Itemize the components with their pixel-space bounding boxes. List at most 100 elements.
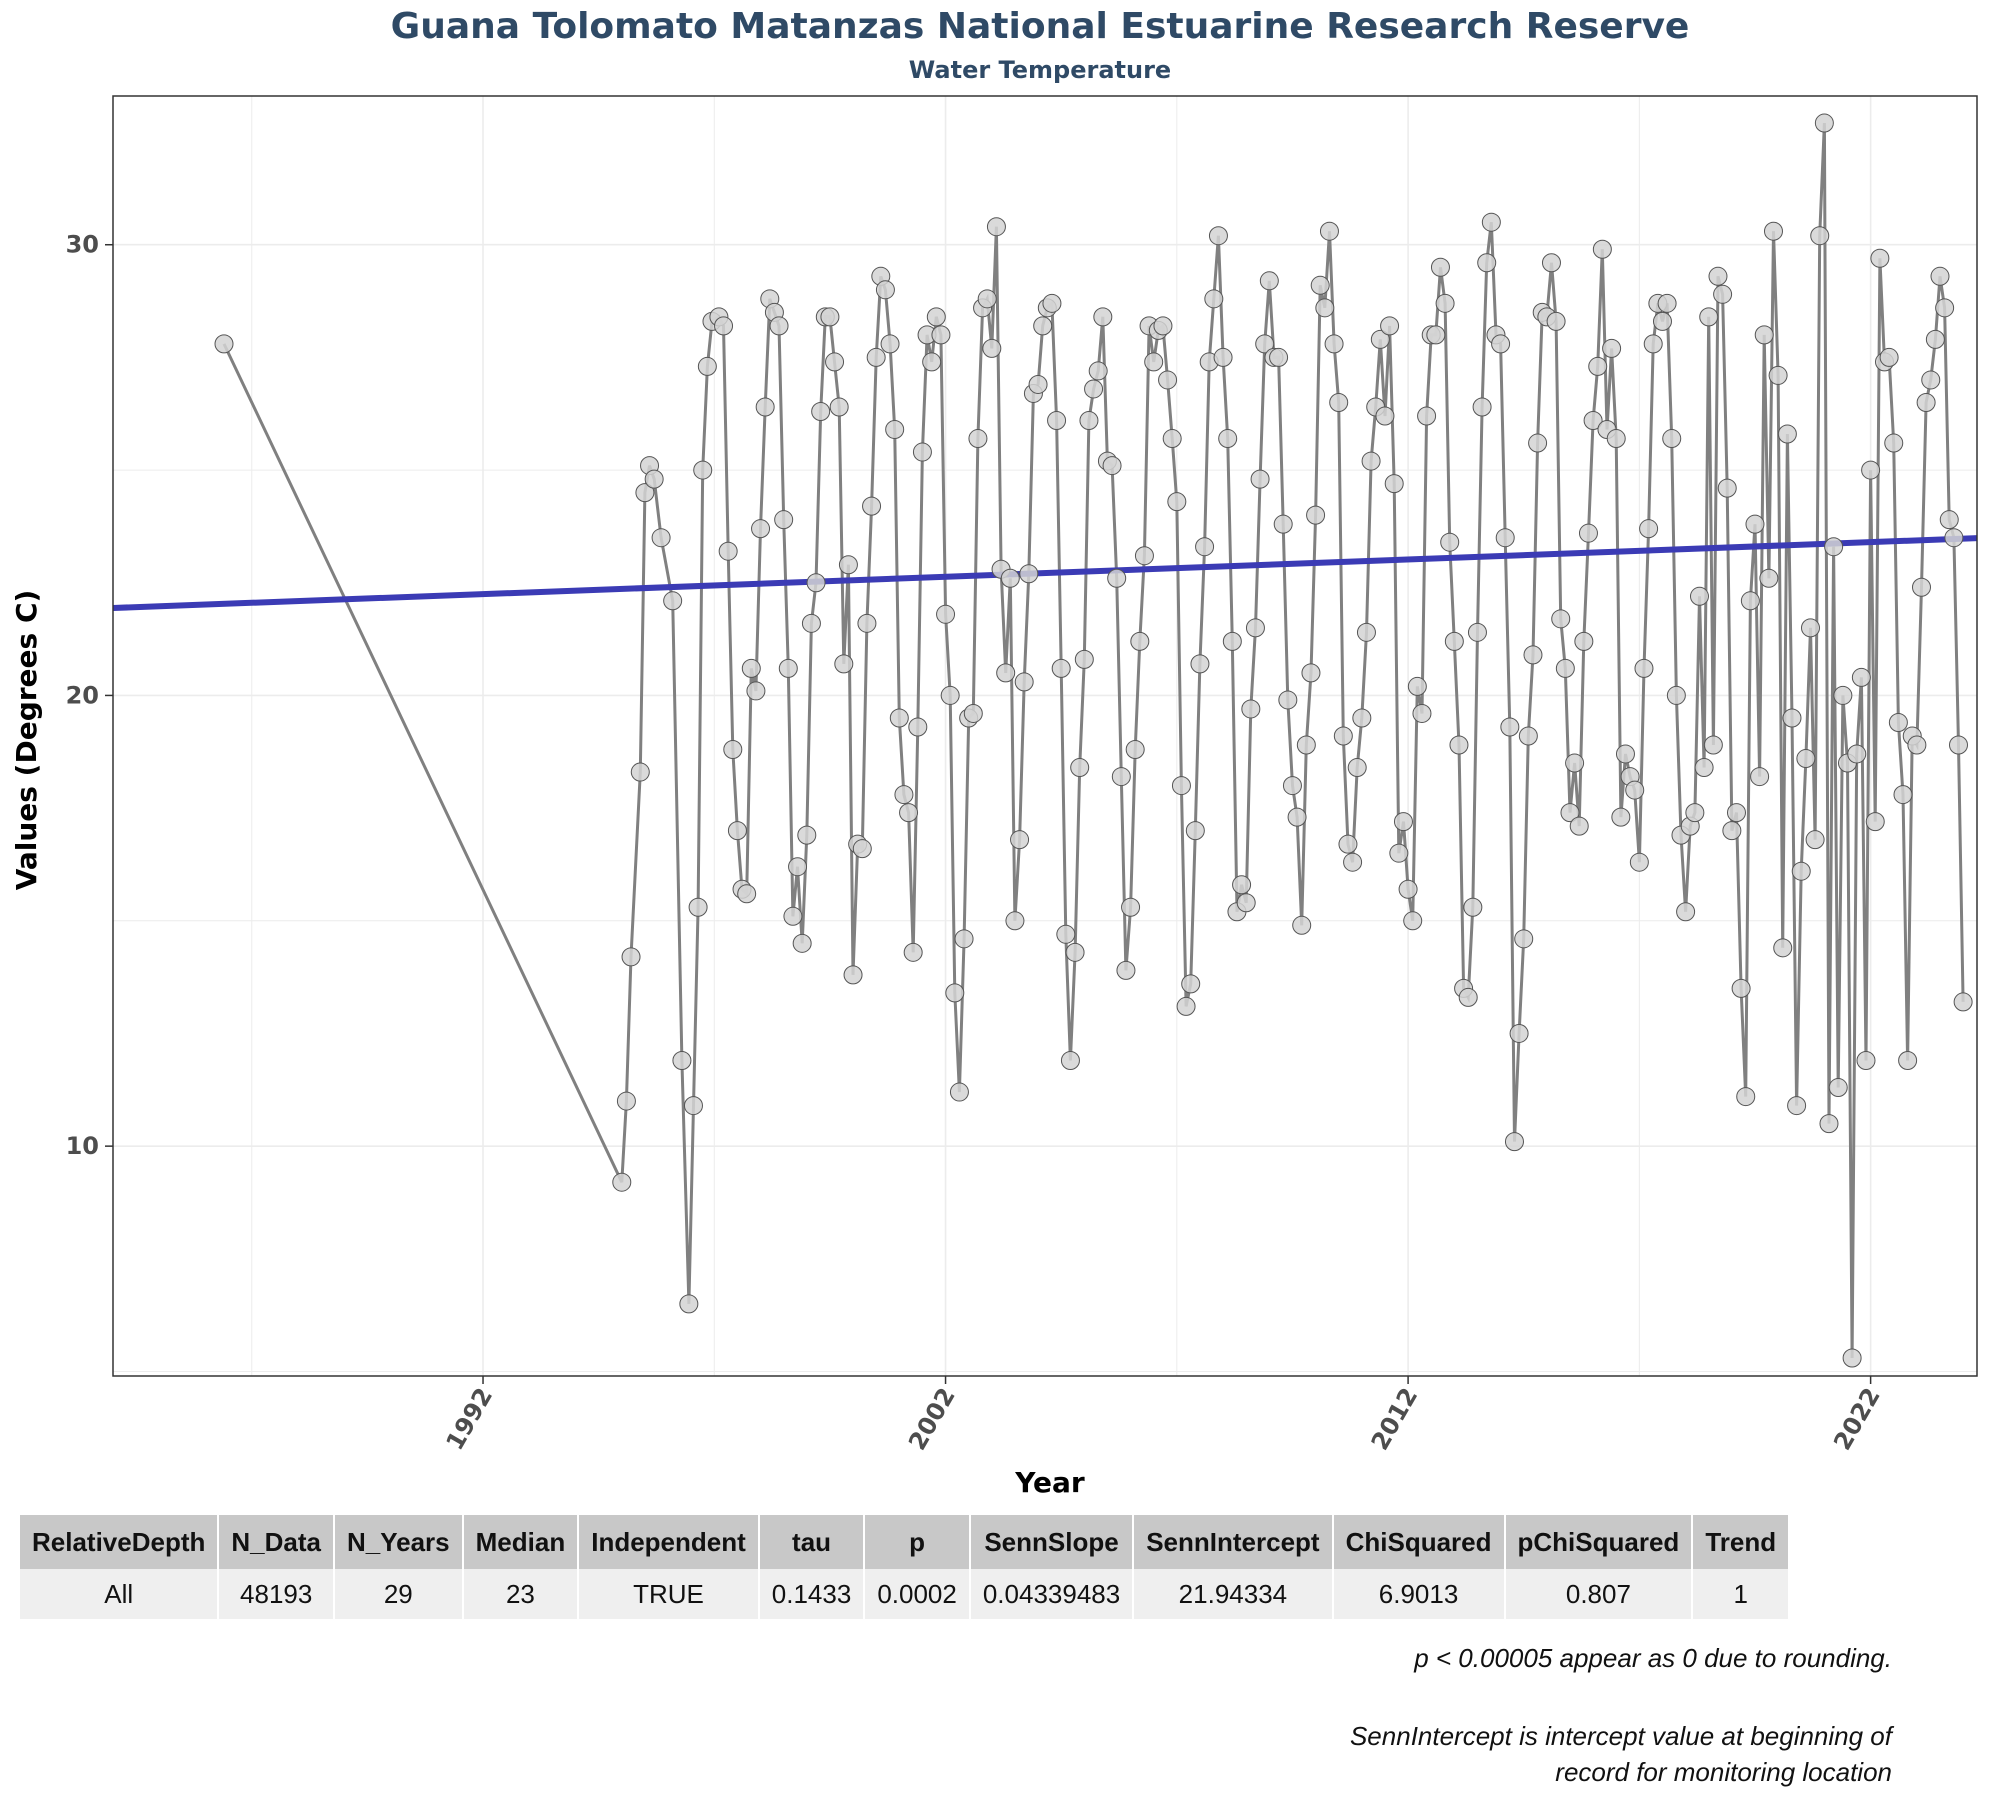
table-header-cell: N_Data — [219, 1515, 333, 1569]
data-point — [672, 1051, 692, 1071]
data-point — [1699, 307, 1719, 327]
data-point — [1736, 1087, 1756, 1107]
data-point — [1694, 758, 1714, 778]
data-point — [1458, 987, 1478, 1007]
table-cell: 0.807 — [1505, 1569, 1692, 1619]
table-cell: TRUE — [579, 1569, 758, 1619]
data-point — [908, 717, 928, 737]
data-point — [1060, 1051, 1080, 1071]
data-point — [1782, 708, 1802, 728]
trend-line-group — [112, 535, 1978, 611]
data-point — [1569, 816, 1589, 836]
data-point — [1666, 685, 1686, 705]
data-point — [1426, 325, 1446, 345]
data-point — [1518, 726, 1538, 746]
line-chart: 10 20 30 1992 2002 2012 2022 Year Values (Deg… — [10, 95, 1978, 1499]
data-point — [1602, 338, 1622, 358]
data-point — [963, 703, 983, 723]
data-points — [214, 113, 1973, 1368]
table-cell: 23 — [463, 1569, 578, 1619]
data-point — [783, 906, 803, 926]
x-tick-label: 2012 — [1366, 1383, 1424, 1455]
data-point — [1791, 861, 1811, 881]
data-point — [1800, 618, 1820, 638]
y-axis-title: Values (Degrees C) — [10, 590, 43, 891]
data-point — [1005, 911, 1025, 931]
x-tick-label: 1992 — [441, 1383, 499, 1455]
table-cell: 21.94334 — [1134, 1569, 1332, 1619]
data-point — [1107, 568, 1127, 588]
data-point — [1287, 807, 1307, 827]
data-point — [1916, 392, 1936, 412]
table-cell: 0.1433 — [759, 1569, 864, 1619]
data-point — [1708, 266, 1728, 286]
data-point — [1042, 293, 1062, 313]
table-body: All 48193 29 23 TRUE 0.1433 0.0002 0.04339483 21… — [20, 1569, 1789, 1619]
data-point — [1888, 712, 1908, 732]
data-point — [1167, 492, 1187, 512]
data-point — [1911, 577, 1931, 597]
data-point — [857, 613, 877, 633]
data-point — [829, 397, 849, 417]
data-point — [889, 708, 909, 728]
data-point — [880, 334, 900, 354]
data-point — [688, 897, 708, 917]
data-point — [1380, 316, 1400, 336]
data-point — [1190, 654, 1210, 674]
data-point — [1754, 325, 1774, 345]
data-point — [1347, 758, 1367, 778]
data-point — [1269, 347, 1289, 367]
data-point — [1463, 897, 1483, 917]
data-point — [1292, 915, 1312, 935]
data-point — [1259, 271, 1279, 291]
data-point — [1213, 347, 1233, 367]
data-point — [945, 983, 965, 1003]
table-header-cell: RelativeDepth — [20, 1515, 218, 1569]
x-tick-label: 2002 — [903, 1383, 961, 1455]
data-point — [1370, 329, 1390, 349]
data-point — [1763, 221, 1783, 241]
data-point — [1204, 289, 1224, 309]
data-point — [1953, 992, 1973, 1012]
data-point — [1523, 645, 1543, 665]
data-point — [1810, 226, 1830, 246]
data-point — [1787, 1096, 1807, 1116]
data-point — [1685, 803, 1705, 823]
table-cell: All — [20, 1569, 218, 1619]
data-point — [838, 555, 858, 575]
data-point — [1278, 690, 1298, 710]
data-point — [1296, 735, 1316, 755]
table-cell: 6.9013 — [1333, 1569, 1504, 1619]
data-point — [996, 663, 1016, 683]
data-point — [1435, 293, 1455, 313]
data-point — [885, 420, 905, 440]
table-header-cell: SennSlope — [970, 1515, 1133, 1569]
data-point — [1500, 717, 1520, 737]
chart-subtitle: Water Temperature — [908, 56, 1172, 84]
data-point — [1010, 830, 1030, 850]
stats-table: RelativeDepth N_Data N_Years Median Independ… — [18, 1515, 1790, 1619]
y-tick-label: 30 — [66, 231, 99, 259]
data-point — [1551, 609, 1571, 629]
table-cell: 29 — [334, 1569, 462, 1619]
data-point — [1329, 392, 1349, 412]
gridlines — [113, 96, 1977, 1376]
data-point — [940, 685, 960, 705]
data-point — [1842, 1348, 1862, 1368]
data-point — [1606, 429, 1626, 449]
data-point — [1088, 361, 1108, 381]
data-point — [1333, 726, 1353, 746]
table-header-cell: N_Years — [334, 1515, 462, 1569]
data-point — [922, 352, 942, 372]
data-point — [1417, 406, 1437, 426]
data-point — [1158, 370, 1178, 390]
data-point — [616, 1091, 636, 1111]
data-point — [1403, 911, 1423, 931]
data-point — [1028, 374, 1048, 394]
data-point — [1033, 316, 1053, 336]
y-tick-label: 20 — [66, 681, 99, 709]
data-point — [1935, 298, 1955, 318]
data-point — [1047, 411, 1067, 431]
chart-title: Guana Tolomato Matanzas National Estuari… — [390, 6, 1690, 47]
data-point — [718, 541, 738, 561]
